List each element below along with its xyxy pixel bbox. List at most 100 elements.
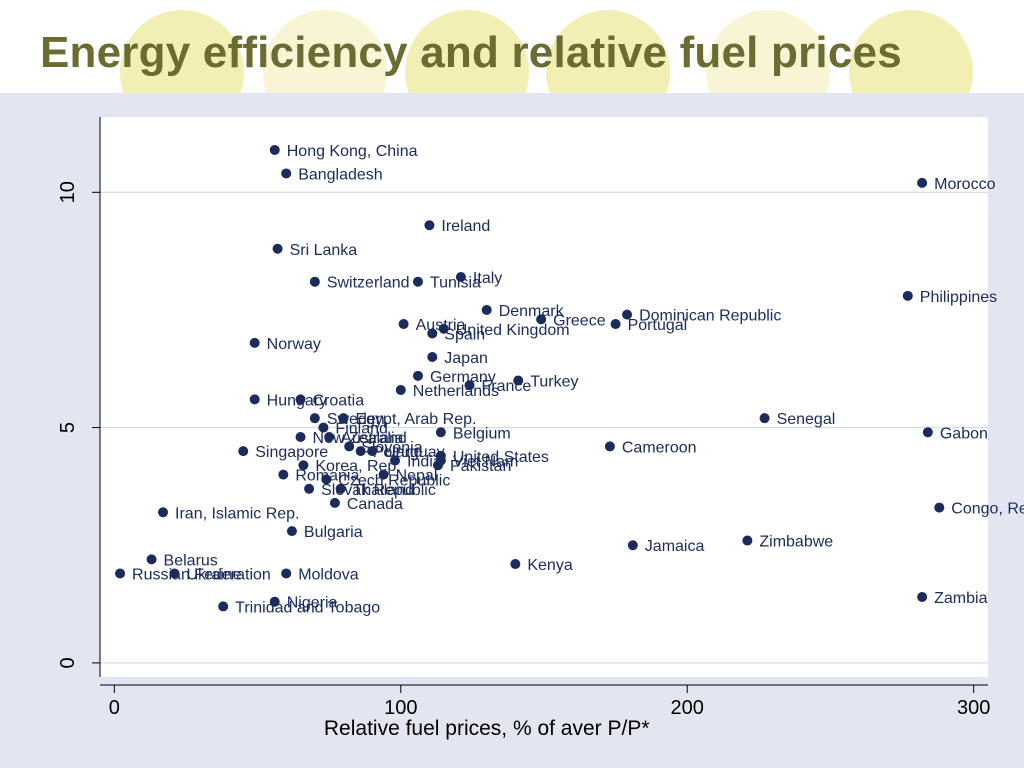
data-point bbox=[344, 441, 355, 452]
data-point bbox=[238, 446, 249, 457]
plot-area bbox=[100, 117, 988, 677]
data-point bbox=[281, 168, 292, 179]
data-point bbox=[309, 276, 320, 287]
data-point bbox=[169, 568, 180, 579]
point-label: France bbox=[482, 378, 532, 395]
point-label: Belarus bbox=[164, 552, 218, 569]
point-label: Gabon bbox=[940, 425, 988, 442]
point-label: Congo, Rep. bbox=[951, 501, 1024, 518]
point-label: Zimbabwe bbox=[759, 534, 833, 551]
point-label: Netherlands bbox=[413, 383, 499, 400]
data-point bbox=[321, 474, 332, 485]
point-label: United Kingdom bbox=[456, 322, 570, 339]
point-label: Egypt, Arab Rep. bbox=[355, 411, 476, 428]
data-point bbox=[433, 460, 444, 471]
data-point bbox=[338, 413, 349, 424]
data-point bbox=[934, 502, 945, 513]
point-label: Trinidad and Tobago bbox=[235, 599, 380, 616]
point-label: Slovak Republic bbox=[321, 482, 436, 499]
data-point bbox=[464, 380, 475, 391]
point-label: Ireland bbox=[441, 218, 490, 235]
data-point bbox=[272, 243, 283, 254]
point-label: Philippines bbox=[920, 289, 997, 306]
point-label: Italy bbox=[473, 270, 502, 287]
point-label: Viet Nam bbox=[453, 454, 519, 471]
data-point bbox=[278, 469, 289, 480]
point-label: Tunisia bbox=[430, 275, 481, 292]
data-point bbox=[309, 413, 320, 424]
page-title: Energy efficiency and relative fuel pric… bbox=[40, 28, 902, 77]
x-tick-label: 0 bbox=[109, 697, 120, 719]
point-label: Sri Lanka bbox=[290, 242, 358, 259]
point-label: Hong Kong, China bbox=[287, 143, 418, 160]
point-label: Nepal bbox=[396, 468, 438, 485]
data-point bbox=[286, 526, 297, 537]
title-band: Energy efficiency and relative fuel pric… bbox=[0, 0, 1024, 93]
point-label: Australia bbox=[341, 430, 403, 447]
data-point bbox=[304, 483, 315, 494]
data-point bbox=[115, 568, 126, 579]
point-label: Bulgaria bbox=[304, 524, 363, 541]
data-point bbox=[395, 384, 406, 395]
point-label: Japan bbox=[444, 350, 488, 367]
point-label: Iran, Islamic Rep. bbox=[175, 505, 299, 522]
data-point bbox=[412, 276, 423, 287]
data-point bbox=[249, 337, 260, 348]
x-axis-title: Relative fuel prices, % of aver P/P* bbox=[324, 717, 650, 740]
data-point bbox=[604, 441, 615, 452]
data-point bbox=[513, 375, 524, 386]
data-point bbox=[455, 272, 466, 282]
point-label: Senegal bbox=[777, 411, 836, 428]
point-label: Moldova bbox=[298, 566, 359, 583]
data-point bbox=[298, 460, 309, 471]
data-point bbox=[335, 483, 346, 494]
data-point bbox=[427, 352, 438, 362]
point-label: Cameroon bbox=[622, 439, 697, 456]
data-point bbox=[610, 319, 621, 330]
point-label: Norway bbox=[267, 336, 321, 353]
y-tick-label: 5 bbox=[57, 422, 79, 433]
point-label: Russian Federation bbox=[132, 566, 271, 583]
data-point bbox=[249, 394, 260, 405]
point-label: Turkey bbox=[530, 374, 578, 391]
point-label: Germany bbox=[430, 369, 496, 386]
data-point bbox=[917, 592, 928, 602]
data-point bbox=[329, 497, 340, 508]
data-point bbox=[917, 177, 928, 188]
data-point bbox=[295, 394, 306, 405]
data-point bbox=[318, 422, 329, 433]
data-point bbox=[269, 596, 280, 607]
data-point bbox=[622, 309, 633, 320]
data-point bbox=[281, 568, 292, 579]
y-tick-label: 10 bbox=[57, 181, 79, 203]
data-point bbox=[412, 370, 423, 381]
data-point bbox=[435, 427, 446, 438]
point-label: Czech Republic bbox=[338, 472, 450, 489]
x-tick-label: 300 bbox=[957, 697, 990, 719]
data-point bbox=[146, 554, 157, 565]
point-label: Greece bbox=[553, 312, 606, 329]
point-label: Spain bbox=[444, 326, 485, 343]
chart-area: 0 5 10 0 100 200 300 Relative fuel prices, % of… bbox=[0, 93, 1024, 768]
point-label: Uruguay bbox=[384, 444, 444, 461]
point-label: Korea, Rep. bbox=[315, 458, 400, 475]
data-point bbox=[627, 540, 638, 551]
point-label: United States bbox=[453, 449, 549, 466]
data-point bbox=[355, 446, 366, 457]
point-label: Belgium bbox=[453, 425, 511, 442]
x-tick-label: 200 bbox=[671, 697, 704, 719]
point-label: New Zealand bbox=[313, 430, 407, 447]
data-point bbox=[481, 304, 492, 315]
point-label: Portugal bbox=[628, 317, 688, 334]
data-point bbox=[218, 601, 229, 612]
data-point bbox=[269, 144, 280, 155]
point-label: Poland bbox=[373, 444, 423, 461]
data-point bbox=[424, 220, 435, 231]
point-label: Denmark bbox=[499, 303, 565, 320]
data-point bbox=[158, 507, 169, 518]
data-point bbox=[902, 290, 913, 301]
data-point bbox=[398, 319, 409, 330]
point-label: Croatia bbox=[313, 392, 365, 409]
point-label: Thailand bbox=[353, 482, 414, 499]
data-point bbox=[367, 446, 378, 457]
